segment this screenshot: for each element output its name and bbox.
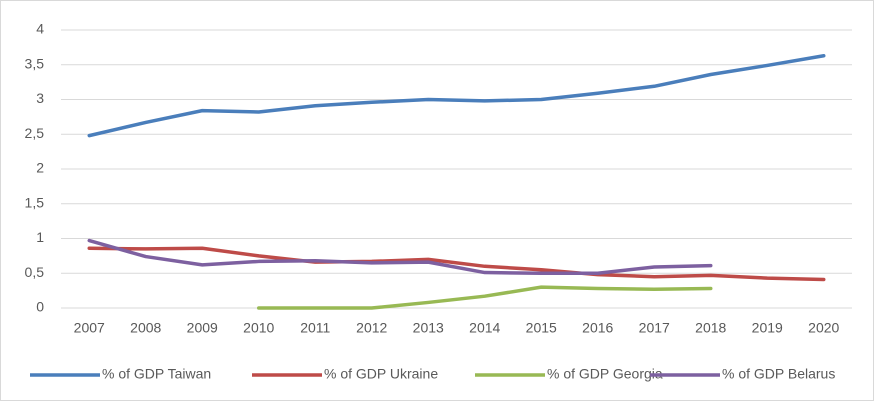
legend-label: % of GDP Belarus [722, 366, 835, 382]
y-tick-label: 1,5 [25, 194, 45, 210]
x-tick-label: 2010 [243, 320, 274, 336]
series-line [257, 285, 713, 310]
y-tick-label: 3 [36, 90, 44, 106]
y-tick-label: 2 [36, 160, 44, 176]
x-tick-label: 2013 [413, 320, 444, 336]
x-tick-label: 2012 [356, 320, 387, 336]
series-line [87, 53, 826, 138]
y-tick-label: 1 [36, 229, 44, 245]
legend-label: % of GDP Ukraine [324, 366, 438, 382]
y-tick-label: 3,5 [25, 55, 45, 71]
x-tick-label: 2017 [639, 320, 670, 336]
x-tick-label: 2014 [469, 320, 500, 336]
x-tick-label: 2009 [187, 320, 218, 336]
x-tick-label: 2015 [526, 320, 557, 336]
x-tick-label: 2018 [695, 320, 726, 336]
series-line [87, 246, 826, 282]
x-tick-label: 2007 [74, 320, 105, 336]
x-tick-label: 2020 [808, 320, 839, 336]
legend-label: % of GDP Taiwan [102, 366, 211, 382]
y-tick-label: 2,5 [25, 125, 45, 141]
series-line [87, 238, 713, 275]
x-tick-label: 2008 [130, 320, 161, 336]
x-tick-label: 2019 [752, 320, 783, 336]
x-tick-label: 2011 [300, 320, 330, 336]
x-tick-label: 2016 [582, 320, 613, 336]
y-tick-label: 4 [36, 21, 44, 37]
y-tick-label: 0,5 [25, 264, 45, 280]
legend-label: % of GDP Georgia [547, 366, 663, 382]
y-tick-label: 0 [36, 299, 44, 315]
